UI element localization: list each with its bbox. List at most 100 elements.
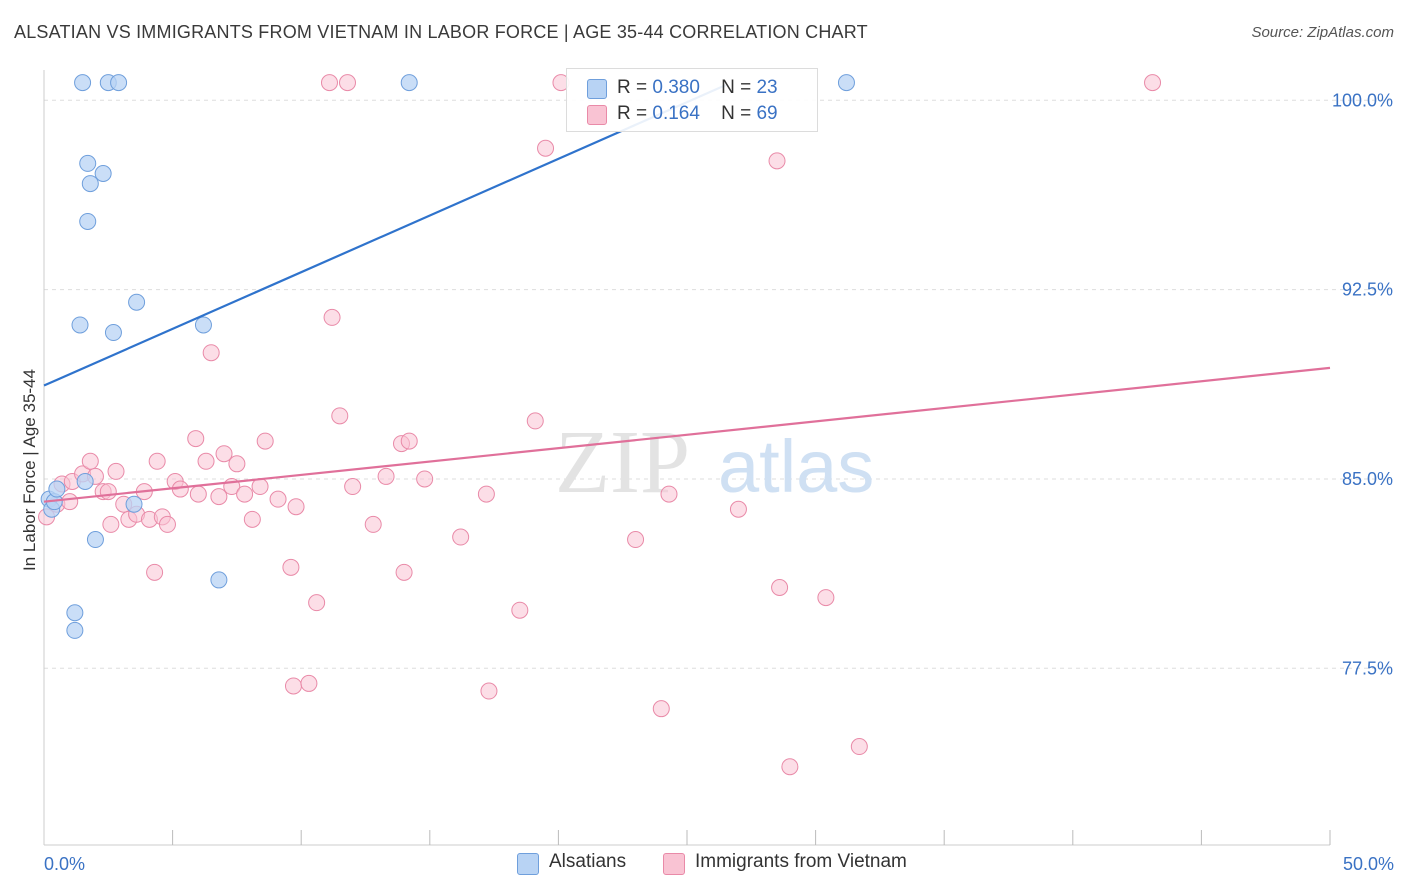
legend-n-label: N = — [721, 103, 752, 124]
point-vietnam — [102, 515, 120, 533]
watermark-atlas: atlas — [718, 425, 874, 508]
legend-r-value-vietnam: 0.164 — [652, 103, 700, 124]
series-alsatians-points — [40, 74, 855, 639]
point-vietnam — [243, 510, 261, 528]
point-vietnam — [146, 563, 164, 581]
point-vietnam — [269, 490, 287, 508]
trend-lines — [43, 84, 1331, 503]
y-tick-label: 92.5% — [1342, 280, 1393, 300]
point-vietnam — [395, 563, 413, 581]
point-alsatians — [86, 531, 104, 549]
point-vietnam — [323, 308, 341, 326]
point-vietnam — [338, 74, 356, 92]
point-vietnam — [452, 528, 470, 546]
legend-r-label: R = — [617, 103, 648, 124]
gridlines — [44, 99, 1390, 669]
trend-line-alsatians — [43, 84, 727, 387]
point-vietnam — [202, 344, 220, 362]
point-alsatians — [79, 212, 97, 230]
point-vietnam — [287, 498, 305, 516]
point-vietnam — [158, 515, 176, 533]
point-vietnam — [400, 432, 418, 450]
y-tick-labels: 77.5% 85.0% 92.5% 100.0% — [1332, 90, 1393, 678]
point-vietnam — [511, 601, 529, 619]
point-vietnam — [771, 579, 789, 597]
point-alsatians — [837, 74, 855, 92]
point-vietnam — [148, 452, 166, 470]
legend-n-label: N = — [721, 77, 752, 98]
point-alsatians — [110, 74, 128, 92]
point-vietnam — [1144, 74, 1162, 92]
point-alsatians — [104, 324, 122, 342]
point-vietnam — [284, 677, 302, 695]
trend-line-vietnam — [43, 366, 1331, 503]
bottom-legend-label-alsatians: Alsatians — [549, 851, 627, 872]
series-immigrants-vietnam-points — [38, 74, 1162, 776]
point-vietnam — [300, 674, 318, 692]
point-vietnam — [768, 152, 786, 170]
point-alsatians — [94, 165, 112, 183]
point-vietnam — [228, 455, 246, 473]
point-vietnam — [537, 139, 555, 157]
point-vietnam — [236, 485, 254, 503]
point-vietnam — [215, 445, 233, 463]
legend-swatch-blue — [587, 79, 607, 99]
y-tick-label: 85.0% — [1342, 469, 1393, 489]
x-ticks — [172, 830, 1331, 845]
point-vietnam — [256, 432, 274, 450]
point-vietnam — [526, 412, 544, 430]
point-alsatians — [81, 175, 99, 193]
bottom-legend-label-vietnam: Immigrants from Vietnam — [695, 851, 907, 872]
point-vietnam — [99, 483, 117, 501]
point-vietnam — [377, 467, 395, 485]
correlation-legend: R = 0.380 N = 23 R = 0.164 N = 69 — [566, 68, 818, 132]
legend-swatch-pink — [587, 105, 607, 125]
point-vietnam — [652, 700, 670, 718]
point-vietnam — [320, 74, 338, 92]
bottom-legend-swatch-blue — [517, 853, 539, 875]
source-label: Source: ZipAtlas.com — [1251, 24, 1394, 41]
legend-n-value-alsatians: 23 — [756, 77, 778, 98]
point-vietnam — [331, 407, 349, 425]
point-vietnam — [416, 470, 434, 488]
y-tick-label: 100.0% — [1332, 90, 1393, 110]
watermark: ZIP atlas — [555, 413, 874, 512]
point-vietnam — [781, 758, 799, 776]
point-vietnam — [189, 485, 207, 503]
point-alsatians — [400, 74, 418, 92]
point-vietnam — [817, 589, 835, 607]
point-alsatians — [125, 495, 143, 513]
point-vietnam — [308, 594, 326, 612]
point-alsatians — [79, 154, 97, 172]
point-alsatians — [210, 571, 228, 589]
point-vietnam — [282, 558, 300, 576]
point-vietnam — [660, 485, 678, 503]
point-alsatians — [128, 293, 146, 311]
point-alsatians — [48, 480, 66, 498]
legend-r-label: R = — [617, 77, 648, 98]
chart-title: ALSATIAN VS IMMIGRANTS FROM VIETNAM IN L… — [14, 22, 868, 42]
point-vietnam — [61, 493, 79, 511]
point-vietnam — [210, 488, 228, 506]
point-alsatians — [66, 604, 84, 622]
point-vietnam — [81, 452, 99, 470]
point-vietnam — [251, 478, 269, 496]
point-vietnam — [197, 452, 215, 470]
x-tick-label-max: 50.0% — [1343, 854, 1394, 874]
point-vietnam — [477, 485, 495, 503]
point-vietnam — [850, 738, 868, 756]
point-vietnam — [729, 500, 747, 518]
point-vietnam — [187, 430, 205, 448]
point-alsatians — [71, 316, 89, 334]
point-vietnam — [627, 531, 645, 549]
legend-r-value-alsatians: 0.380 — [652, 77, 700, 98]
point-alsatians — [74, 74, 92, 92]
point-alsatians — [66, 621, 84, 639]
bottom-legend-swatch-pink — [663, 853, 685, 875]
legend-n-value-vietnam: 69 — [756, 103, 778, 124]
point-vietnam — [364, 515, 382, 533]
point-alsatians — [194, 316, 212, 334]
point-vietnam — [107, 462, 125, 480]
x-tick-label-min: 0.0% — [44, 854, 85, 874]
